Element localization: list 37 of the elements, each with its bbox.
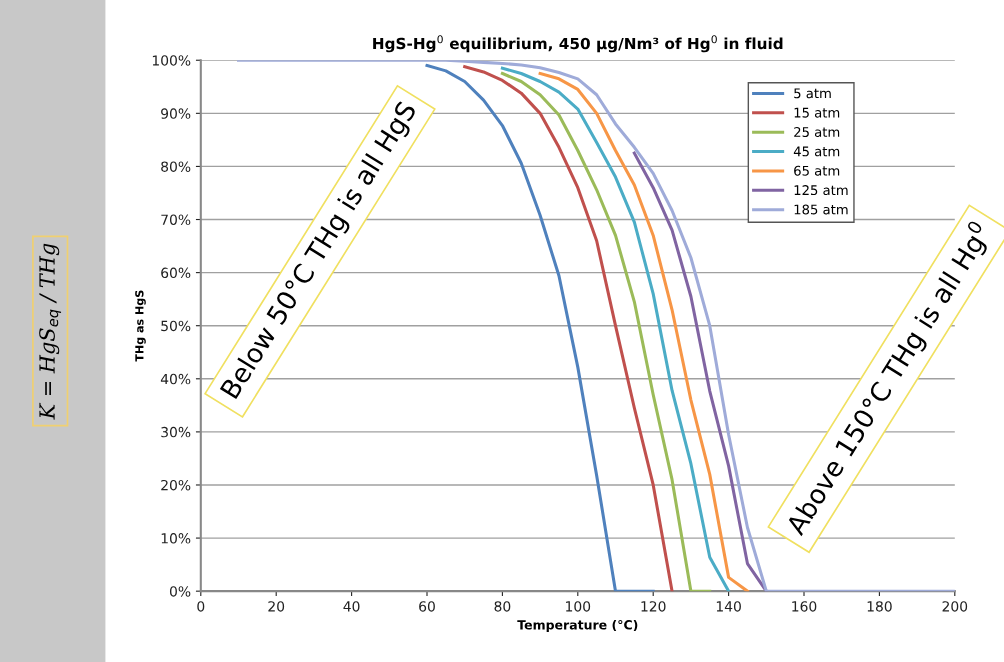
- x-tick-label: 80: [494, 601, 511, 612]
- legend-label: 25 atm: [794, 127, 840, 137]
- x-tick-label: 0: [197, 601, 205, 612]
- x-tick-label: 120: [641, 601, 666, 612]
- legend-label: 185 atm: [794, 204, 848, 215]
- x-tick-label: 40: [343, 601, 360, 612]
- y-axis-title: THg as HgS: [135, 290, 146, 362]
- y-tick-label: 40%: [160, 373, 191, 385]
- x-tick-label: 180: [867, 601, 892, 612]
- line-series: [538, 71, 749, 592]
- y-tick-label: 60%: [161, 267, 191, 279]
- y-tick-label: 80%: [161, 161, 191, 172]
- x-tick-label: 60: [419, 601, 435, 612]
- x-tick-label: 160: [792, 601, 817, 612]
- x-tick-label: 140: [716, 601, 741, 612]
- y-tick-label: 10%: [161, 533, 191, 544]
- y-tick-label: 100%: [152, 55, 191, 66]
- text: K = HgS$_{eq}$ / THg: [39, 243, 62, 420]
- y-tick-label: 50%: [161, 320, 191, 332]
- legend-label: 65 atm: [794, 165, 840, 176]
- legend-label: 15 atm: [794, 107, 840, 118]
- y-tick-label: 0%: [169, 586, 191, 597]
- x-tick-label: 100: [566, 601, 591, 612]
- x-axis-title: Temperature (°C): [517, 619, 638, 632]
- line-series: [463, 65, 674, 592]
- y-tick-label: 70%: [161, 214, 191, 225]
- y-tick-label: 30%: [161, 426, 191, 438]
- annotation: Above 150°C THg is all Hg$^{0}$: [781, 219, 997, 540]
- legend-label: 5 atm: [794, 88, 831, 99]
- line-series: [425, 64, 655, 592]
- chart-title: HgS-Hg$^{0}$ equilibrium, 450 µg/Nm³ of Hg$^{0}$ in fluid: [373, 35, 783, 53]
- y-tick-label: 90%: [161, 108, 191, 119]
- x-tick-label: 200: [942, 601, 968, 612]
- y-tick-label: 20%: [161, 479, 191, 491]
- legend-label: 125 atm: [794, 185, 848, 196]
- legend-label: 45 atm: [793, 146, 840, 157]
- x-tick-label: 20: [268, 601, 285, 612]
